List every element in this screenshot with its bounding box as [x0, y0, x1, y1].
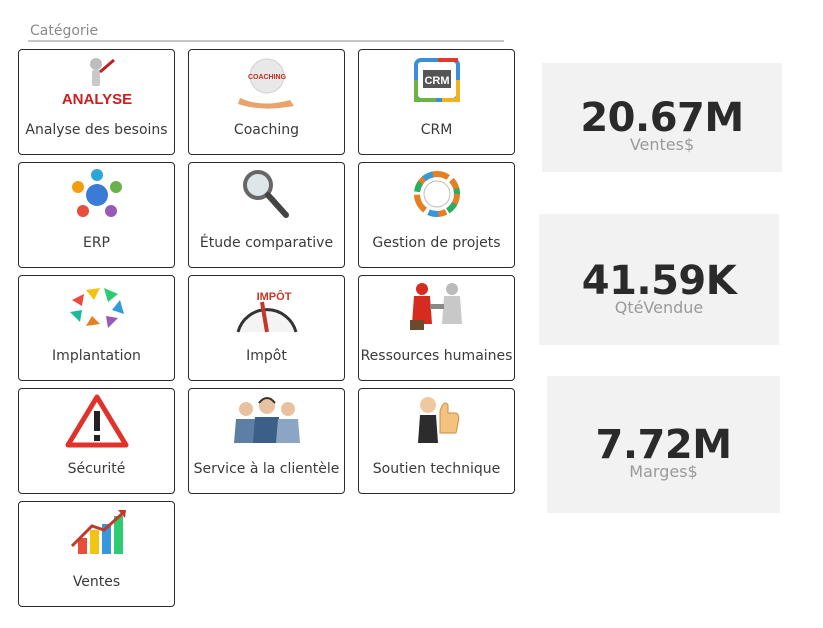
customer-service-icon: [233, 397, 300, 443]
tile-label: Étude comparative: [199, 235, 334, 251]
tile-label: Implantation: [52, 348, 141, 364]
thumbs-up-icon: [417, 397, 459, 443]
tile-label: Ventes: [72, 574, 121, 590]
kpi-card-marges: 7.72M Marges$: [547, 376, 780, 513]
sales-chart-icon: [70, 510, 126, 554]
project-cycle-icon: [413, 171, 460, 217]
coaching-icon: COACHING: [237, 58, 294, 109]
tile-label: Coaching: [233, 122, 300, 138]
analysis-image-text: ANALYSE: [62, 91, 132, 108]
slicer-title: Catégorie: [30, 23, 99, 39]
tile-label: Impôt: [246, 348, 287, 364]
kpi-card-ventes: 20.67M Ventes$: [542, 63, 782, 172]
kpi-value: 20.67M: [580, 95, 744, 141]
tile-service-a-la-clientele[interactable]: Service à la clientèle: [188, 388, 345, 494]
tile-gestion-de-projets[interactable]: Gestion de projets: [358, 162, 515, 268]
crm-image-text: CRM: [424, 75, 449, 87]
tile-securite[interactable]: Sécurité: [18, 388, 175, 494]
coaching-image-text: COACHING: [247, 74, 286, 81]
tile-label: Sécurité: [67, 461, 126, 477]
kpi-caption: Ventes$: [629, 135, 695, 154]
handshake-icon: [409, 283, 462, 330]
tile-implantation[interactable]: Implantation: [18, 275, 175, 381]
erp-icon: [71, 169, 122, 217]
tile-impot[interactable]: IMPÔT Impôt: [188, 275, 345, 381]
tile-erp[interactable]: ERP: [18, 162, 175, 268]
kpi-caption: Marges$: [629, 462, 698, 481]
tile-label: Service à la clientèle: [193, 461, 340, 477]
warning-icon: [65, 394, 128, 448]
tile-label: Gestion de projets: [372, 235, 501, 251]
tax-gauge-icon: IMPÔT: [236, 290, 297, 333]
tile-soutien-technique[interactable]: Soutien technique: [358, 388, 515, 494]
tile-crm[interactable]: CRM CRM: [358, 49, 515, 155]
tile-label: Analyse des besoins: [25, 122, 168, 138]
tile-label: Soutien technique: [372, 461, 501, 477]
slicer-header: Catégorie: [28, 22, 504, 42]
analysis-icon: ANALYSE: [62, 58, 132, 108]
tax-image-text: IMPÔT: [256, 290, 291, 303]
kpi-caption: QtéVendue: [614, 298, 704, 317]
implementation-cycle-icon: [69, 288, 124, 328]
tile-label: CRM: [420, 122, 453, 138]
kpi-card-qte-vendue: 41.59K QtéVendue: [539, 214, 779, 345]
magnifier-icon: [242, 170, 289, 218]
tile-ventes[interactable]: Ventes: [18, 501, 175, 607]
tile-label: Ressources humaines: [360, 348, 513, 364]
tile-etude-comparative[interactable]: Étude comparative: [188, 162, 345, 268]
crm-icon: CRM: [413, 58, 460, 102]
kpi-value: 41.59K: [581, 258, 737, 304]
tile-coaching[interactable]: COACHING Coaching: [188, 49, 345, 155]
tile-ressources-humaines[interactable]: Ressources humaines: [358, 275, 515, 381]
kpi-value: 7.72M: [595, 422, 733, 468]
tile-label: ERP: [82, 235, 110, 251]
tile-analyse-des-besoins[interactable]: ANALYSE Analyse des besoins: [18, 49, 175, 155]
